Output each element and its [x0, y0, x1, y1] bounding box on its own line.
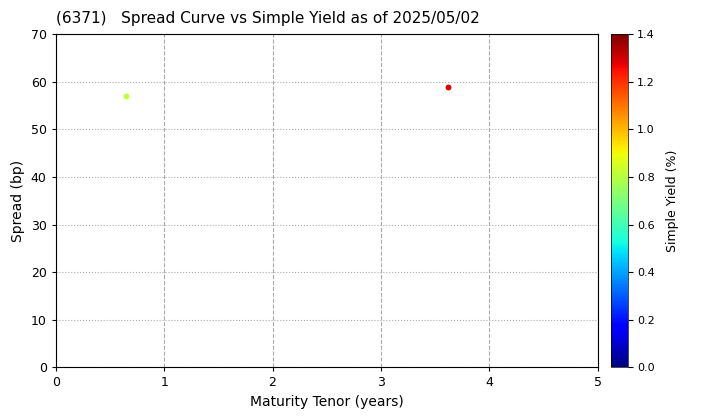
Y-axis label: Spread (bp): Spread (bp)	[11, 160, 25, 242]
Point	[443, 83, 454, 90]
Point	[120, 93, 132, 100]
X-axis label: Maturity Tenor (years): Maturity Tenor (years)	[250, 395, 404, 409]
Text: (6371)   Spread Curve vs Simple Yield as of 2025/05/02: (6371) Spread Curve vs Simple Yield as o…	[55, 11, 480, 26]
Y-axis label: Simple Yield (%): Simple Yield (%)	[666, 150, 679, 252]
